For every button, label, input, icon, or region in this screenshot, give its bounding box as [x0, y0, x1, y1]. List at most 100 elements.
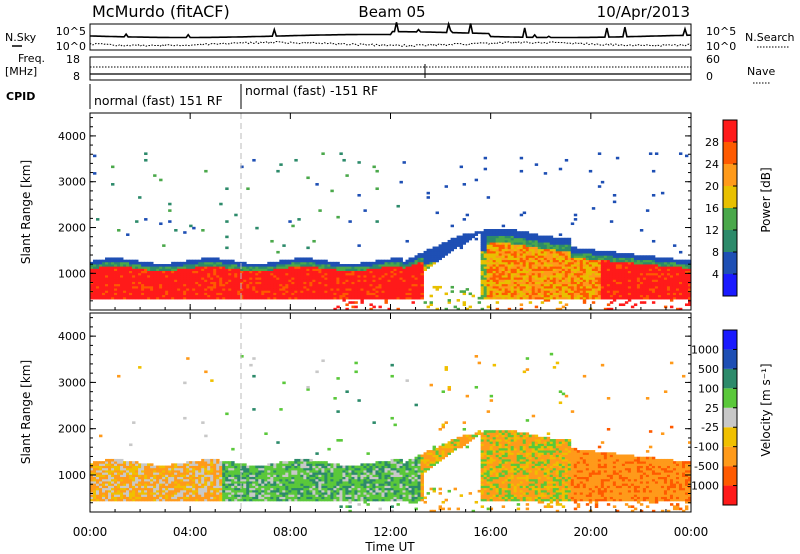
heatmap-cell	[621, 253, 626, 256]
heatmap-cell	[171, 498, 175, 502]
heatmap-cell	[642, 296, 647, 300]
heatmap-cell	[234, 292, 238, 296]
heatmap-cell	[525, 255, 530, 258]
heatmap-cell	[492, 266, 497, 269]
heatmap-cell	[126, 469, 130, 473]
heatmap-cell	[285, 264, 289, 267]
heatmap-cell	[240, 463, 244, 466]
heatmap-cell	[174, 264, 178, 267]
heatmap-cell	[474, 237, 479, 241]
heatmap-cell	[366, 288, 370, 291]
heatmap-cell	[168, 483, 172, 486]
heatmap-cell	[591, 207, 596, 210]
heatmap-cell	[162, 476, 166, 480]
heatmap-cell	[168, 465, 172, 469]
heatmap-cell	[369, 264, 373, 267]
heatmap-cell	[543, 235, 548, 239]
heatmap-cell	[216, 483, 220, 486]
heatmap-cell	[186, 296, 190, 300]
heatmap-cell	[348, 277, 352, 280]
heatmap-cell	[549, 285, 554, 289]
heatmap-cell	[120, 296, 124, 300]
heatmap-cell	[357, 274, 361, 278]
heatmap-cell	[633, 266, 638, 269]
heatmap-cell	[102, 481, 106, 484]
heatmap-cell	[453, 237, 457, 241]
heatmap-cell	[120, 463, 124, 466]
heatmap-cell	[681, 266, 686, 269]
heatmap-cell	[681, 261, 686, 265]
heatmap-cell	[300, 261, 304, 265]
heatmap-cell	[138, 489, 142, 493]
heatmap-cell	[567, 237, 572, 241]
heatmap-cell	[201, 485, 205, 489]
heatmap-cell	[384, 272, 388, 276]
heatmap-cell	[612, 285, 617, 289]
heatmap-cell	[246, 281, 250, 285]
heatmap-cell	[141, 469, 145, 473]
heatmap-cell	[126, 294, 130, 298]
heatmap-cell	[642, 292, 647, 296]
heatmap-cell	[261, 277, 265, 280]
heatmap-cell	[585, 296, 590, 300]
heatmap-cell	[177, 474, 181, 478]
heatmap-cell	[681, 283, 686, 287]
heatmap-cell	[648, 255, 653, 258]
heatmap-cell	[630, 272, 635, 276]
heatmap-cell	[183, 294, 187, 298]
heatmap-cell	[243, 496, 247, 500]
heatmap-cell	[624, 270, 629, 274]
heatmap-cell	[510, 283, 515, 287]
heatmap-cell	[621, 266, 626, 269]
heatmap-cell	[363, 274, 367, 278]
heatmap-cell	[123, 288, 127, 291]
heatmap-cell	[612, 259, 617, 263]
heatmap-cell	[171, 270, 175, 274]
heatmap-cell	[537, 288, 542, 291]
heatmap-cell	[234, 283, 238, 287]
heatmap-cell	[189, 481, 193, 484]
heatmap-cell	[114, 281, 118, 285]
heatmap-cell	[111, 294, 115, 298]
heatmap-cell	[144, 483, 148, 486]
heatmap-cell	[177, 292, 181, 296]
heatmap-cell	[483, 266, 488, 269]
heatmap-cell	[162, 485, 166, 489]
heatmap-cell	[270, 279, 274, 282]
heatmap-cell	[459, 290, 464, 293]
heatmap-cell	[492, 285, 497, 289]
heatmap-cell	[138, 274, 142, 278]
heatmap-cell	[378, 261, 382, 265]
heatmap-cell	[126, 270, 130, 274]
heatmap-cell	[372, 268, 376, 271]
heatmap-cell	[360, 296, 364, 300]
heatmap-cell	[678, 270, 683, 274]
heatmap-cell	[156, 274, 160, 278]
heatmap-cell	[591, 274, 596, 278]
heatmap-cell	[663, 281, 668, 285]
heatmap-cell	[270, 290, 274, 293]
heatmap-cell	[183, 268, 187, 271]
heatmap-cell	[132, 483, 136, 486]
heatmap-cell	[231, 279, 235, 282]
heatmap-cell	[192, 463, 196, 466]
heatmap-cell	[240, 476, 244, 480]
heatmap-cell	[450, 237, 454, 241]
heatmap-cell	[270, 261, 274, 265]
heatmap-cell	[513, 279, 518, 282]
heatmap-cell	[117, 483, 121, 486]
heatmap-cell	[261, 292, 265, 296]
heatmap-cell	[294, 279, 298, 282]
heatmap-cell	[657, 261, 662, 265]
heatmap-cell	[654, 272, 659, 276]
heatmap-cell	[483, 239, 488, 243]
heatmap-cell	[111, 467, 115, 471]
heatmap-cell	[318, 294, 322, 298]
heatmap-cell	[246, 296, 250, 300]
heatmap-cell	[639, 288, 644, 291]
heatmap-cell	[243, 492, 247, 495]
heatmap-cell	[213, 274, 217, 278]
heatmap-cell	[516, 268, 521, 271]
heatmap-cell	[168, 481, 172, 484]
heatmap-cell	[486, 235, 491, 239]
